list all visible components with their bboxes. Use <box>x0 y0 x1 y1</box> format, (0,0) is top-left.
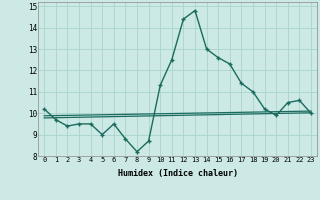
X-axis label: Humidex (Indice chaleur): Humidex (Indice chaleur) <box>118 169 238 178</box>
